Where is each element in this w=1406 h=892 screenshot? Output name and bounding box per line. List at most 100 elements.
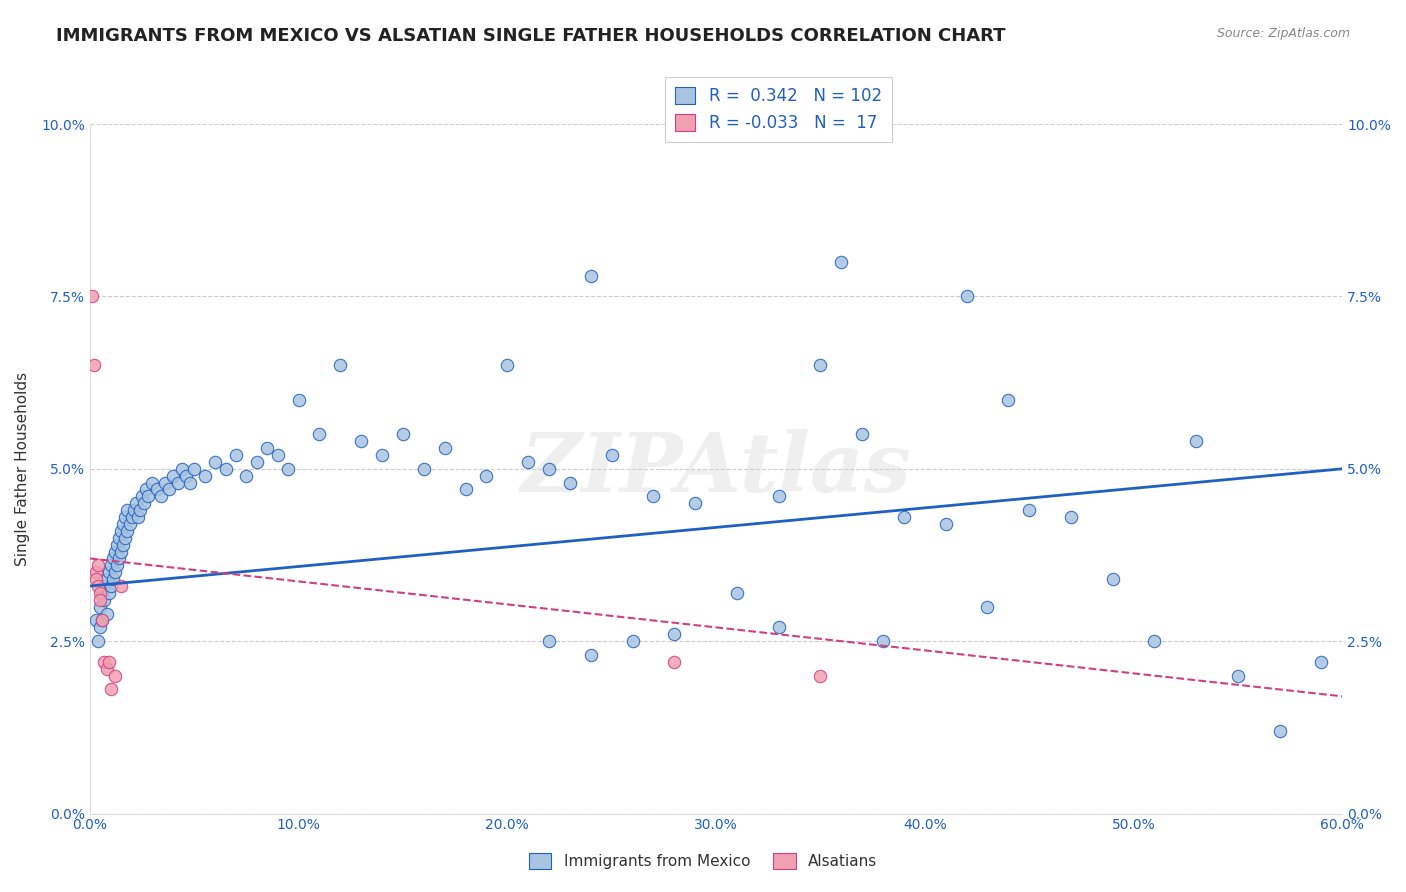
Point: [683, 496, 706, 510]
Point: [97, 586, 120, 600]
Point: [100, 682, 122, 697]
Point: [96, 662, 118, 676]
Text: Source: ZipAtlas.com: Source: ZipAtlas.com: [1216, 27, 1350, 40]
Point: [96, 607, 118, 621]
Point: [392, 427, 415, 442]
Point: [1185, 434, 1208, 449]
Point: [110, 524, 132, 538]
Point: [893, 510, 915, 524]
Point: [105, 558, 128, 573]
Point: [204, 455, 226, 469]
Point: [174, 468, 197, 483]
Point: [87, 634, 110, 648]
Point: [121, 510, 143, 524]
Point: [277, 462, 299, 476]
Point: [117, 524, 139, 538]
Point: [118, 516, 141, 531]
Point: [87, 558, 110, 573]
Point: [83, 359, 105, 373]
Point: [104, 566, 127, 580]
Point: [643, 489, 665, 503]
Point: [110, 544, 132, 558]
Point: [125, 496, 148, 510]
Text: ZIPAtlas: ZIPAtlas: [520, 429, 911, 508]
Point: [830, 255, 852, 269]
Point: [89, 592, 111, 607]
Point: [145, 483, 167, 497]
Point: [179, 475, 201, 490]
Point: [84, 566, 107, 580]
Point: [91, 614, 114, 628]
Point: [114, 510, 136, 524]
Point: [267, 448, 290, 462]
Point: [621, 634, 644, 648]
Point: [91, 614, 114, 628]
Point: [725, 586, 748, 600]
Y-axis label: Single Father Households: Single Father Households: [15, 372, 30, 566]
Point: [256, 441, 278, 455]
Point: [214, 462, 236, 476]
Point: [89, 599, 111, 614]
Point: [538, 462, 561, 476]
Point: [1143, 634, 1166, 648]
Point: [496, 359, 519, 373]
Point: [93, 579, 115, 593]
Point: [1310, 655, 1333, 669]
Point: [475, 468, 498, 483]
Point: [134, 496, 156, 510]
Point: [104, 544, 127, 558]
Point: [149, 489, 172, 503]
Point: [371, 448, 394, 462]
Point: [664, 627, 686, 641]
Point: [768, 489, 790, 503]
Point: [105, 538, 128, 552]
Point: [87, 579, 110, 593]
Point: [127, 510, 149, 524]
Point: [104, 668, 127, 682]
Point: [96, 572, 118, 586]
Point: [97, 655, 120, 669]
Point: [997, 392, 1019, 407]
Point: [851, 427, 873, 442]
Point: [1101, 572, 1123, 586]
Point: [810, 359, 832, 373]
Point: [108, 531, 131, 545]
Point: [810, 668, 832, 682]
Point: [412, 462, 434, 476]
Point: [93, 592, 115, 607]
Legend: Immigrants from Mexico, Alsatians: Immigrants from Mexico, Alsatians: [523, 847, 883, 875]
Point: [768, 620, 790, 634]
Point: [517, 455, 540, 469]
Point: [976, 599, 998, 614]
Point: [93, 655, 115, 669]
Point: [112, 538, 135, 552]
Point: [141, 475, 163, 490]
Point: [433, 441, 456, 455]
Point: [246, 455, 269, 469]
Point: [194, 468, 217, 483]
Point: [101, 572, 124, 586]
Point: [162, 468, 184, 483]
Point: [129, 503, 152, 517]
Point: [136, 489, 159, 503]
Point: [225, 448, 247, 462]
Point: [97, 566, 120, 580]
Point: [538, 634, 561, 648]
Point: [89, 586, 111, 600]
Point: [454, 483, 477, 497]
Point: [579, 648, 602, 662]
Point: [1268, 723, 1291, 738]
Point: [157, 483, 180, 497]
Point: [170, 462, 193, 476]
Point: [955, 289, 977, 303]
Point: [89, 620, 111, 634]
Point: [135, 483, 157, 497]
Point: [287, 392, 309, 407]
Point: [91, 586, 114, 600]
Point: [558, 475, 581, 490]
Point: [101, 551, 124, 566]
Point: [664, 655, 686, 669]
Text: IMMIGRANTS FROM MEXICO VS ALSATIAN SINGLE FATHER HOUSEHOLDS CORRELATION CHART: IMMIGRANTS FROM MEXICO VS ALSATIAN SINGL…: [56, 27, 1005, 45]
Point: [166, 475, 188, 490]
Point: [80, 289, 103, 303]
